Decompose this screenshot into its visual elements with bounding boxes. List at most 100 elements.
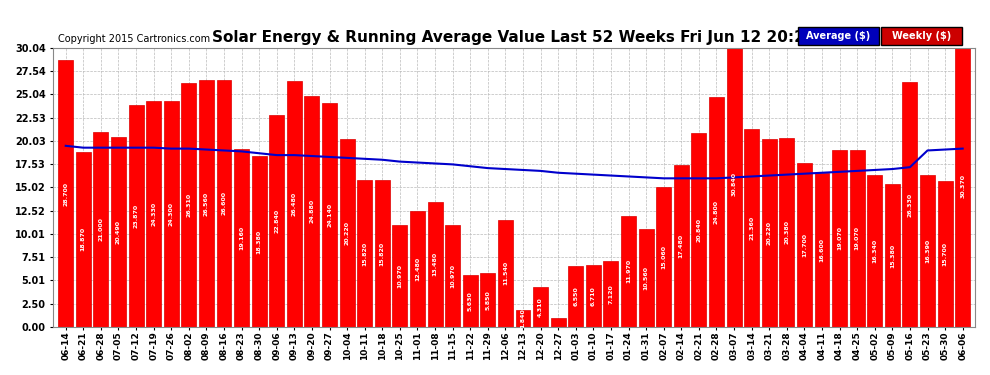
Text: 10.560: 10.560 [644,266,648,290]
Bar [533,287,548,327]
Bar [761,139,777,327]
Bar [340,139,354,327]
Bar [586,265,601,327]
Text: 26.480: 26.480 [292,192,297,216]
FancyBboxPatch shape [798,27,879,45]
Bar [269,115,284,327]
Text: 17.480: 17.480 [679,234,684,258]
Bar [76,152,91,327]
Bar [287,81,302,327]
Bar [938,181,952,327]
Bar [849,150,864,327]
Text: 20.220: 20.220 [345,221,349,245]
Text: 7.120: 7.120 [609,284,614,304]
Text: 15.380: 15.380 [890,243,895,268]
Text: 18.380: 18.380 [256,230,261,254]
Bar [234,149,249,327]
Text: 15.820: 15.820 [380,242,385,266]
Text: 26.600: 26.600 [222,191,227,215]
Bar [428,202,443,327]
Bar [691,134,706,327]
Text: Average ($): Average ($) [807,31,871,41]
Text: 24.880: 24.880 [310,200,315,223]
Text: 11.970: 11.970 [626,259,631,284]
Text: 1.840: 1.840 [521,309,526,328]
FancyBboxPatch shape [881,27,962,45]
Text: 30.370: 30.370 [960,174,965,198]
Bar [674,165,689,327]
Bar [410,211,425,327]
Bar [322,103,337,327]
Text: 19.070: 19.070 [854,226,859,251]
Text: 19.160: 19.160 [239,226,245,250]
Text: 11.540: 11.540 [503,261,508,285]
Bar [639,229,653,327]
Bar [727,40,742,327]
Text: 24.330: 24.330 [151,202,156,226]
Bar [357,180,372,327]
Text: 6.550: 6.550 [573,286,578,306]
Text: 22.840: 22.840 [274,209,279,233]
Text: 5.850: 5.850 [485,290,490,310]
Text: 21.360: 21.360 [749,216,754,240]
Text: 18.870: 18.870 [81,227,86,251]
Bar [709,97,724,327]
Text: 10.970: 10.970 [450,264,455,288]
Bar [920,175,935,327]
Bar [797,162,812,327]
Bar [498,220,513,327]
Text: 16.340: 16.340 [872,239,877,263]
Bar [621,216,636,327]
Text: 13.480: 13.480 [433,252,438,276]
Bar [446,225,460,327]
Bar [163,101,179,327]
Bar [815,173,830,327]
Text: 26.560: 26.560 [204,192,209,216]
Bar [111,136,126,327]
Bar [867,175,882,327]
Text: 20.490: 20.490 [116,220,121,244]
Bar [604,261,619,327]
Bar [147,101,161,327]
Text: 24.300: 24.300 [168,202,173,226]
Bar [955,45,970,327]
Text: Weekly ($): Weekly ($) [892,31,951,41]
Bar [251,156,266,327]
Text: 20.840: 20.840 [696,218,701,242]
Bar [305,96,320,327]
Bar [550,318,565,327]
Bar [129,105,144,327]
Text: 10.970: 10.970 [397,264,402,288]
Text: 16.600: 16.600 [820,238,825,262]
Bar [462,274,478,327]
Text: 26.310: 26.310 [186,193,191,217]
Text: 26.330: 26.330 [908,193,913,217]
Text: 5.630: 5.630 [467,291,472,310]
Text: 6.710: 6.710 [591,286,596,306]
Text: 12.480: 12.480 [415,257,420,281]
Text: 21.000: 21.000 [98,217,103,242]
Text: 30.840: 30.840 [732,172,737,196]
Text: 24.140: 24.140 [327,203,332,227]
Bar [93,132,108,327]
Bar [885,184,900,327]
Bar [58,60,73,327]
Bar [833,150,847,327]
Bar [199,80,214,327]
Bar [375,180,390,327]
Text: 28.700: 28.700 [63,182,68,206]
Bar [392,225,407,327]
Text: 15.820: 15.820 [362,242,367,266]
Bar [516,310,531,327]
Text: 20.220: 20.220 [766,221,772,245]
Text: 4.310: 4.310 [539,297,544,317]
Text: 24.800: 24.800 [714,200,719,224]
Bar [903,82,918,327]
Bar [217,80,232,327]
Text: 19.070: 19.070 [838,226,842,251]
Text: 15.700: 15.700 [942,242,947,266]
Bar [181,82,196,327]
Text: 20.380: 20.380 [784,220,789,244]
Text: 17.700: 17.700 [802,233,807,257]
Text: 23.870: 23.870 [134,204,139,228]
